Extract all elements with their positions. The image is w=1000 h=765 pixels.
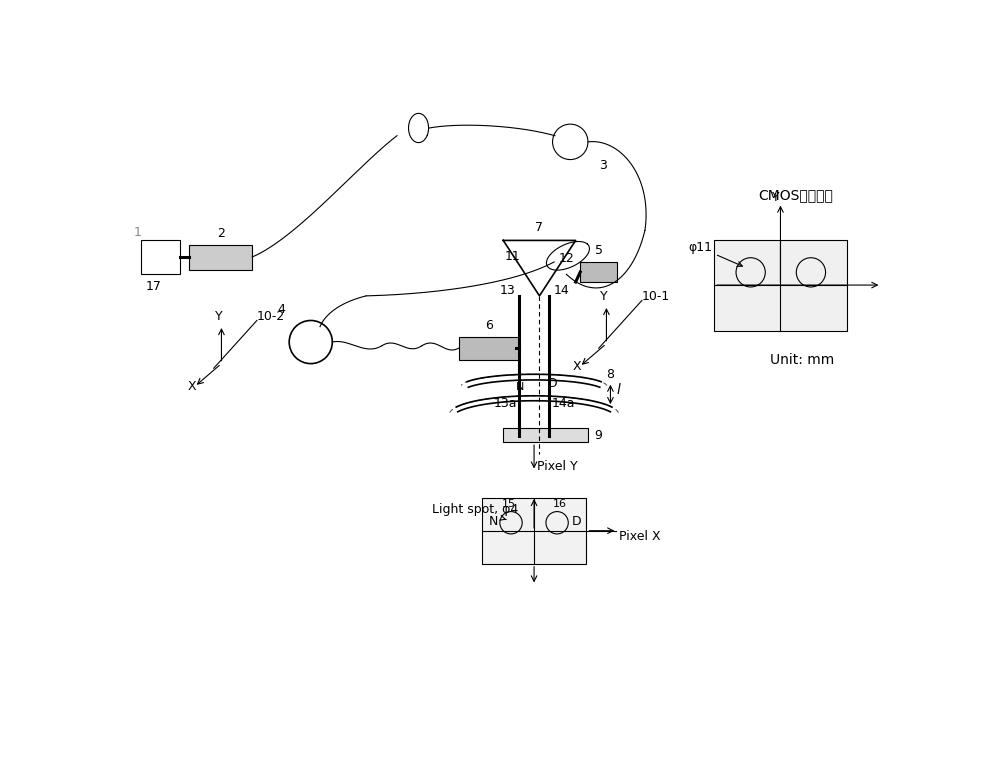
Bar <box>503 428 588 442</box>
Text: 17: 17 <box>145 280 161 293</box>
Text: 6: 6 <box>485 319 493 332</box>
Bar <box>714 239 847 330</box>
Text: 14a: 14a <box>552 397 575 410</box>
Text: Y: Y <box>215 311 222 324</box>
Text: 3: 3 <box>600 159 607 172</box>
Text: 16: 16 <box>553 499 567 509</box>
Bar <box>580 262 617 282</box>
Text: 11: 11 <box>505 250 521 263</box>
Text: Unit: mm: Unit: mm <box>770 353 835 366</box>
Text: l: l <box>617 383 620 397</box>
Text: 5: 5 <box>595 244 603 257</box>
Text: 10-1: 10-1 <box>642 291 670 304</box>
Text: D: D <box>571 515 581 528</box>
Text: 2: 2 <box>217 227 225 240</box>
Bar <box>189 245 252 270</box>
Text: Pixel X: Pixel X <box>619 530 660 543</box>
Text: X: X <box>188 379 196 392</box>
Text: Pixel Y: Pixel Y <box>537 460 578 473</box>
Text: CMOS物理尺寸: CMOS物理尺寸 <box>758 189 833 203</box>
Text: Y: Y <box>600 291 607 304</box>
Text: 7: 7 <box>535 221 543 234</box>
Text: 13: 13 <box>499 285 515 298</box>
Bar <box>141 239 180 275</box>
Text: X: X <box>573 360 581 373</box>
Text: 13a: 13a <box>494 397 518 410</box>
Text: 12: 12 <box>559 252 574 265</box>
Bar <box>459 337 519 360</box>
Text: 1: 1 <box>134 226 142 239</box>
Text: 9: 9 <box>594 429 602 442</box>
Bar <box>482 497 586 564</box>
Text: 10-2: 10-2 <box>257 311 285 324</box>
Text: D: D <box>548 376 558 389</box>
Text: Light spot, φ4: Light spot, φ4 <box>432 503 518 520</box>
Text: N: N <box>489 515 498 528</box>
Text: 15: 15 <box>502 499 516 509</box>
Text: 4: 4 <box>278 303 286 316</box>
Text: 8: 8 <box>607 368 615 381</box>
Text: φ11: φ11 <box>688 241 742 266</box>
Text: 14: 14 <box>553 285 569 298</box>
Text: N: N <box>516 382 524 392</box>
Text: Y: Y <box>772 191 780 204</box>
